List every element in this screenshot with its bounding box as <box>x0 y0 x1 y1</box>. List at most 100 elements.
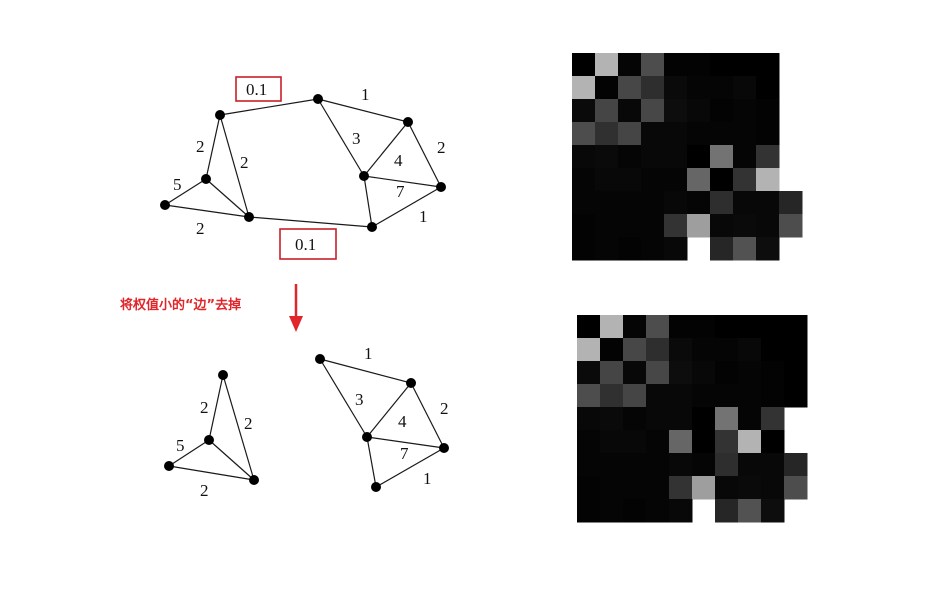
edge <box>205 178 250 218</box>
matrix-cell <box>572 145 596 169</box>
affinity-matrix-after <box>577 315 808 523</box>
matrix-cell <box>710 76 734 100</box>
graph-node <box>367 222 377 232</box>
matrix-cell <box>761 338 785 362</box>
edge-weight-label: 3 <box>355 390 364 409</box>
matrix-cell <box>595 145 619 169</box>
matrix-cell <box>600 361 624 385</box>
matrix-cell <box>710 145 734 169</box>
matrix-cell <box>577 338 601 362</box>
edge-weight-label: 1 <box>364 344 373 363</box>
weak-edge-highlight-box <box>235 76 282 102</box>
matrix-cell <box>784 361 808 385</box>
edge <box>208 439 255 481</box>
matrix-cell <box>641 145 665 169</box>
matrix-cell <box>618 53 642 77</box>
matrix-cell <box>738 453 762 477</box>
matrix-cell <box>664 191 688 215</box>
matrix-cell <box>641 214 665 238</box>
matrix-cell <box>623 499 647 523</box>
edge <box>375 447 445 488</box>
matrix-cell <box>692 315 716 339</box>
matrix-cell <box>595 76 619 100</box>
matrix-cell <box>715 453 739 477</box>
matrix-cell <box>577 430 601 454</box>
edge <box>371 186 442 228</box>
graph-node <box>244 212 254 222</box>
edge-weight-label: 2 <box>200 398 209 417</box>
matrix-cell <box>687 99 711 123</box>
matrix-cell <box>595 122 619 146</box>
matrix-cell <box>572 237 596 261</box>
edge-weight-label: 5 <box>176 436 185 455</box>
matrix-cell <box>618 237 642 261</box>
matrix-cell <box>738 407 762 431</box>
matrix-cell <box>600 430 624 454</box>
matrix-cell <box>784 453 808 477</box>
matrix-cell <box>646 476 670 500</box>
matrix-cell <box>595 99 619 123</box>
graph-node <box>439 443 449 453</box>
edge <box>366 382 412 438</box>
matrix-cell <box>595 214 619 238</box>
weak-edge-weight-label: 0.1 <box>246 80 267 99</box>
matrix-cell <box>738 315 762 339</box>
matrix-cell <box>710 237 734 261</box>
matrix-cell <box>577 476 601 500</box>
matrix-cell <box>646 315 670 339</box>
matrix-cell <box>646 499 670 523</box>
matrix-cell <box>577 384 601 408</box>
edge-weight-label: 1 <box>423 469 432 488</box>
edge-weight-label: 4 <box>398 412 407 431</box>
matrix-cell <box>710 214 734 238</box>
matrix-cell <box>577 499 601 523</box>
matrix-cell <box>669 476 693 500</box>
matrix-cell <box>577 361 601 385</box>
edge <box>319 358 412 384</box>
edge <box>317 98 409 123</box>
edge-weight-label: 3 <box>352 129 361 148</box>
matrix-cell <box>733 99 757 123</box>
graph-node <box>218 370 228 380</box>
matrix-cell <box>756 76 780 100</box>
matrix-cell <box>600 338 624 362</box>
matrix-cell <box>756 191 780 215</box>
matrix-cell <box>761 407 785 431</box>
edge <box>410 382 445 449</box>
edge <box>407 121 442 188</box>
edge-weight-label: 7 <box>400 444 409 463</box>
matrix-cell <box>715 476 739 500</box>
matrix-cell <box>710 53 734 77</box>
matrix-cell <box>669 361 693 385</box>
matrix-cell <box>623 384 647 408</box>
matrix-cell <box>618 76 642 100</box>
matrix-cell <box>623 338 647 362</box>
matrix-cell <box>646 361 670 385</box>
edge-weight-label: 2 <box>437 138 446 157</box>
graph-node <box>406 378 416 388</box>
edge <box>363 175 373 228</box>
matrix-cell <box>756 53 780 77</box>
matrix-cell <box>623 476 647 500</box>
matrix-cell <box>733 237 757 261</box>
matrix-cell <box>618 99 642 123</box>
graph-after: 2 2 5 2 1 3 2 4 7 1 <box>164 344 449 500</box>
matrix-cell <box>738 384 762 408</box>
matrix-cell <box>595 53 619 77</box>
matrix-cell <box>710 168 734 192</box>
matrix-cell <box>595 191 619 215</box>
matrix-cell <box>623 361 647 385</box>
matrix-cell <box>738 499 762 523</box>
edge <box>363 121 409 177</box>
edge <box>164 204 250 218</box>
affinity-matrix-before <box>572 53 803 261</box>
edge <box>164 178 207 206</box>
matrix-cell <box>692 476 716 500</box>
matrix-cell <box>761 430 785 454</box>
matrix-cell <box>664 145 688 169</box>
matrix-cell <box>710 122 734 146</box>
matrix-cell <box>623 315 647 339</box>
edge <box>317 98 365 177</box>
matrix-cell <box>669 430 693 454</box>
